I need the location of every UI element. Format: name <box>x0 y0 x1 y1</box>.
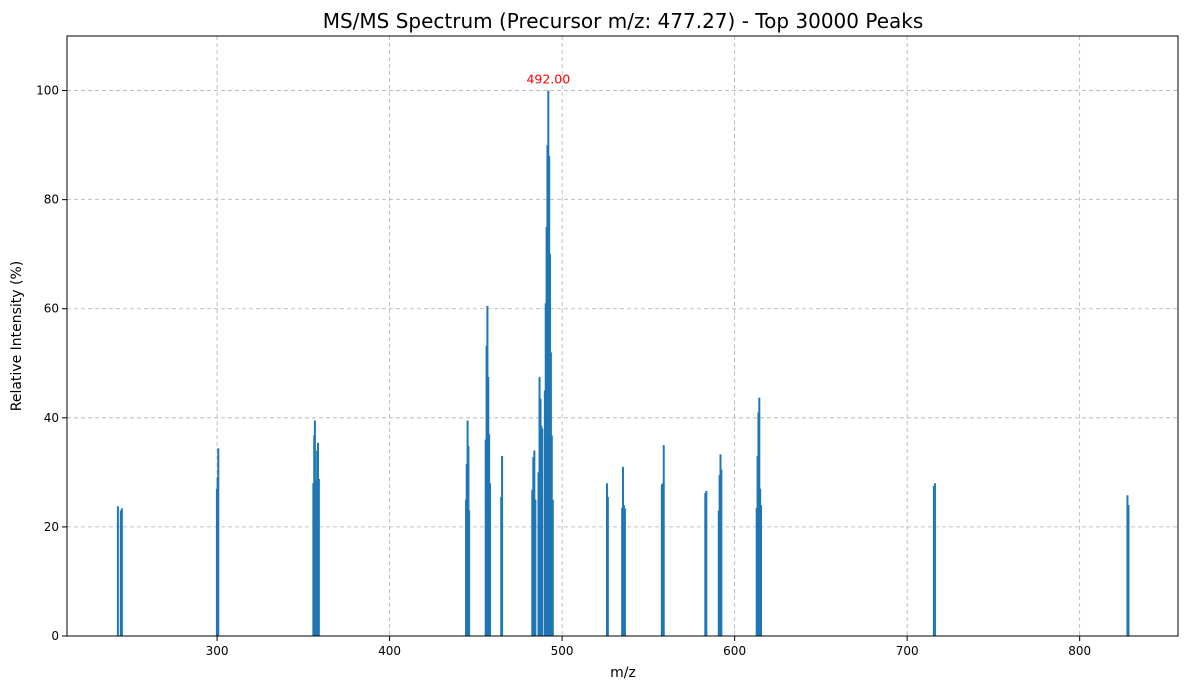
peak-bar <box>314 480 317 636</box>
peak-bar <box>468 510 471 636</box>
x-tick-label: 300 <box>206 644 229 658</box>
peak-bar <box>933 483 936 636</box>
x-tick-label: 500 <box>551 644 574 658</box>
y-axis-ticks: 0 20 40 60 80 100 <box>36 84 67 643</box>
peak-bar <box>313 420 316 636</box>
y-tick-label: 20 <box>44 520 59 534</box>
peak-bar <box>760 505 763 636</box>
peak-bar <box>704 493 707 636</box>
y-tick-label: 0 <box>51 629 59 643</box>
peak-bar <box>489 483 492 636</box>
y-tick-label: 40 <box>44 411 59 425</box>
peak-bars <box>116 90 1130 636</box>
peak-bar <box>662 445 665 636</box>
peak-bar <box>533 450 536 636</box>
peak-bar <box>532 457 535 636</box>
peak-bar <box>606 496 609 636</box>
x-axis-ticks: 300 400 500 600 700 800 <box>206 636 1091 658</box>
peak-bar <box>932 486 935 636</box>
peak-bar <box>1126 495 1129 636</box>
peak-bar <box>317 478 320 636</box>
peak-bar <box>538 376 541 636</box>
x-axis-label: m/z <box>610 665 636 681</box>
plot-frame <box>66 35 1179 637</box>
x-tick-label: 700 <box>896 644 919 658</box>
peak-bar <box>120 508 123 636</box>
peak-bar <box>541 428 544 636</box>
peak-bar <box>531 489 534 636</box>
peak-bar <box>622 505 625 636</box>
y-axis-label: Relative Intensity (%) <box>9 261 25 412</box>
peak-bar <box>551 499 554 636</box>
peak-bar <box>705 490 708 636</box>
peak-bar <box>501 456 504 636</box>
peak-bar <box>119 510 122 636</box>
y-tick-label: 80 <box>44 193 59 207</box>
peak-bar <box>720 469 723 636</box>
max-peak-annotation: 492.00 <box>526 72 570 87</box>
peak-bar <box>217 448 220 636</box>
peak-bar <box>537 472 540 636</box>
x-tick-label: 800 <box>1068 644 1091 658</box>
x-tick-label: 400 <box>378 644 401 658</box>
x-tick-label: 600 <box>723 644 746 658</box>
peak-bar <box>116 506 119 636</box>
peak-bar <box>1127 505 1130 636</box>
y-tick-label: 100 <box>36 84 59 98</box>
y-tick-label: 60 <box>44 302 59 316</box>
peak-bar <box>660 484 663 636</box>
peak-bar <box>534 499 537 636</box>
chart-title: MS/MS Spectrum (Precursor m/z: 477.27) -… <box>323 9 924 33</box>
peak-bar <box>550 435 553 636</box>
peak-bar <box>623 508 626 636</box>
